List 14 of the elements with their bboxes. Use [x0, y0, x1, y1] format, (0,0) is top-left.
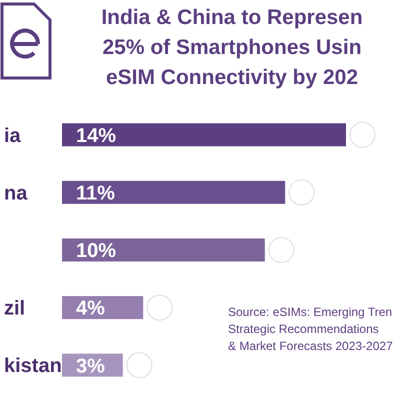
- data-label: 3%: [76, 355, 106, 378]
- bar: [62, 123, 346, 146]
- annotation: Source: eSIMs: Emerging Tren Strategic Recommendations & Market Forecasts 2023-2027: [228, 305, 394, 353]
- y-tick-label: ia: [4, 124, 22, 147]
- chart-title: India & China to Represen 25% of Smartphones Usin eSIM Connectivity by 202: [101, 6, 363, 89]
- data-label: 4%: [76, 298, 106, 320]
- data-label: 10%: [76, 240, 116, 262]
- data-label: 14%: [76, 124, 116, 147]
- bar: [62, 180, 286, 204]
- y-tick-label: zil: [4, 298, 26, 320]
- data-label: 11%: [76, 182, 116, 204]
- bar: [62, 238, 265, 262]
- y-tick-label: kistan: [4, 355, 62, 378]
- y-tick-label: na: [4, 182, 28, 204]
